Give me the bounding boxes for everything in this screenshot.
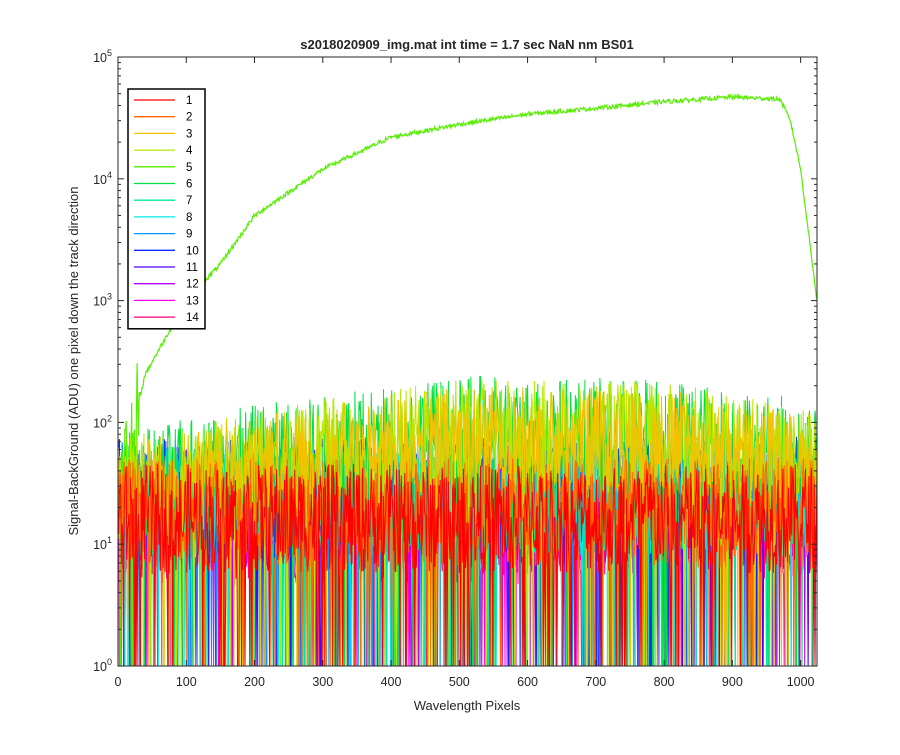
y-tick-label: 100 — [93, 657, 112, 674]
legend-label: 7 — [186, 195, 192, 207]
legend-label: 10 — [186, 245, 199, 257]
legend-label: 11 — [186, 262, 198, 274]
y-tick-label: 104 — [93, 170, 112, 187]
legend-label: 5 — [186, 162, 192, 174]
y-tick-label: 102 — [93, 413, 112, 430]
x-tick-label: 0 — [115, 675, 122, 689]
x-tick-label: 400 — [381, 675, 402, 689]
x-tick-label: 900 — [722, 675, 743, 689]
legend-label: 9 — [186, 229, 192, 241]
series-line-1 — [118, 463, 818, 667]
y-tick-label: 105 — [93, 48, 112, 65]
legend-label: 2 — [186, 112, 192, 124]
chart-title: s2018020909_img.mat int time = 1.7 sec N… — [300, 37, 634, 52]
series-line-3 — [118, 387, 818, 667]
x-tick-label: 800 — [654, 675, 675, 689]
x-tick-label: 1000 — [787, 675, 815, 689]
x-tick-label: 500 — [449, 675, 470, 689]
x-axis-label: Wavelength Pixels — [414, 698, 521, 713]
legend-label: 12 — [186, 279, 199, 291]
x-tick-label: 300 — [312, 675, 333, 689]
y-tick-label: 103 — [93, 292, 112, 309]
legend-label: 8 — [186, 212, 192, 224]
x-tick-label: 200 — [244, 675, 265, 689]
x-axis: 0 100 200 300 400 500 600 700 800 900 1000 — [115, 57, 815, 689]
y-tick-label: 101 — [93, 535, 112, 552]
legend-label: 14 — [186, 312, 199, 324]
plot-frame — [117, 56, 818, 667]
series-layer — [118, 92, 818, 667]
legend-label: 4 — [186, 145, 193, 157]
legend-box — [127, 88, 206, 330]
y-axis-label: Signal-BackGround (ADU) one pixel down t… — [66, 186, 81, 535]
legend-label: 13 — [186, 295, 199, 307]
legend-label: 6 — [186, 179, 192, 191]
x-tick-label: 100 — [176, 675, 197, 689]
legend-label: 3 — [186, 128, 192, 140]
x-tick-label: 700 — [585, 675, 606, 689]
legend-label: 1 — [186, 95, 192, 107]
series-line-5 — [118, 92, 818, 667]
x-tick-label: 600 — [517, 675, 538, 689]
